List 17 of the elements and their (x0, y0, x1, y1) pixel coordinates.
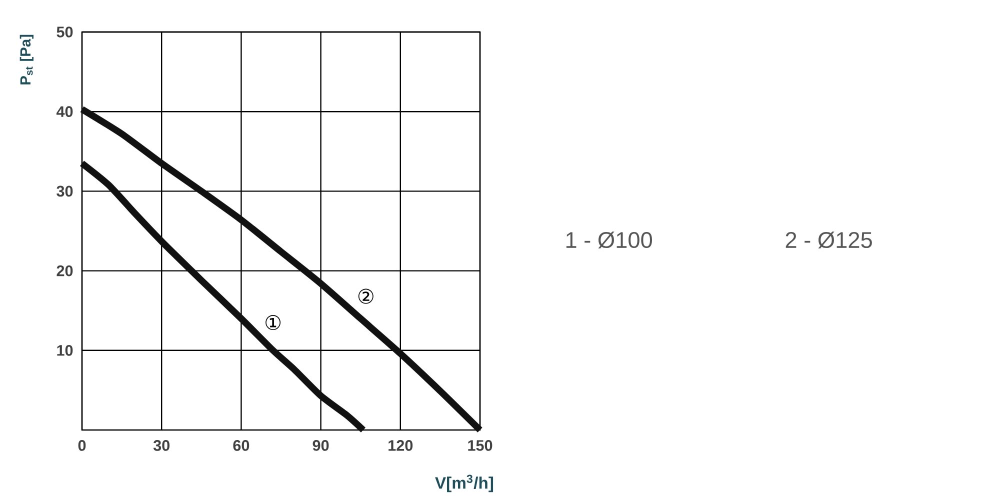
y-tick-label: 10 (57, 344, 73, 356)
text: 2 - Ø125 (786, 232, 872, 248)
x-tick-label: 120 (388, 440, 413, 451)
annotation: ① (266, 315, 281, 330)
y-tick-label: 40 (56, 106, 73, 118)
y-tick-label: 30 (56, 186, 73, 197)
x-tick-label: 150 (468, 440, 492, 451)
annotation: ② (358, 288, 374, 304)
text: 1 - Ø100 (566, 232, 652, 248)
y-tick-label: 50 (56, 26, 73, 38)
y-tick-label: 20 (56, 265, 73, 276)
x-tick-label: 0 (78, 440, 86, 451)
y-axis-title: P$_{st}$ [Pa] (20, 34, 34, 84)
x-axis-title: V[m$^{3}$/h] (435, 474, 494, 492)
x-tick-label: 60 (233, 440, 250, 451)
x-tick-label: 90 (312, 440, 329, 451)
x-tick-label: 30 (153, 440, 170, 451)
